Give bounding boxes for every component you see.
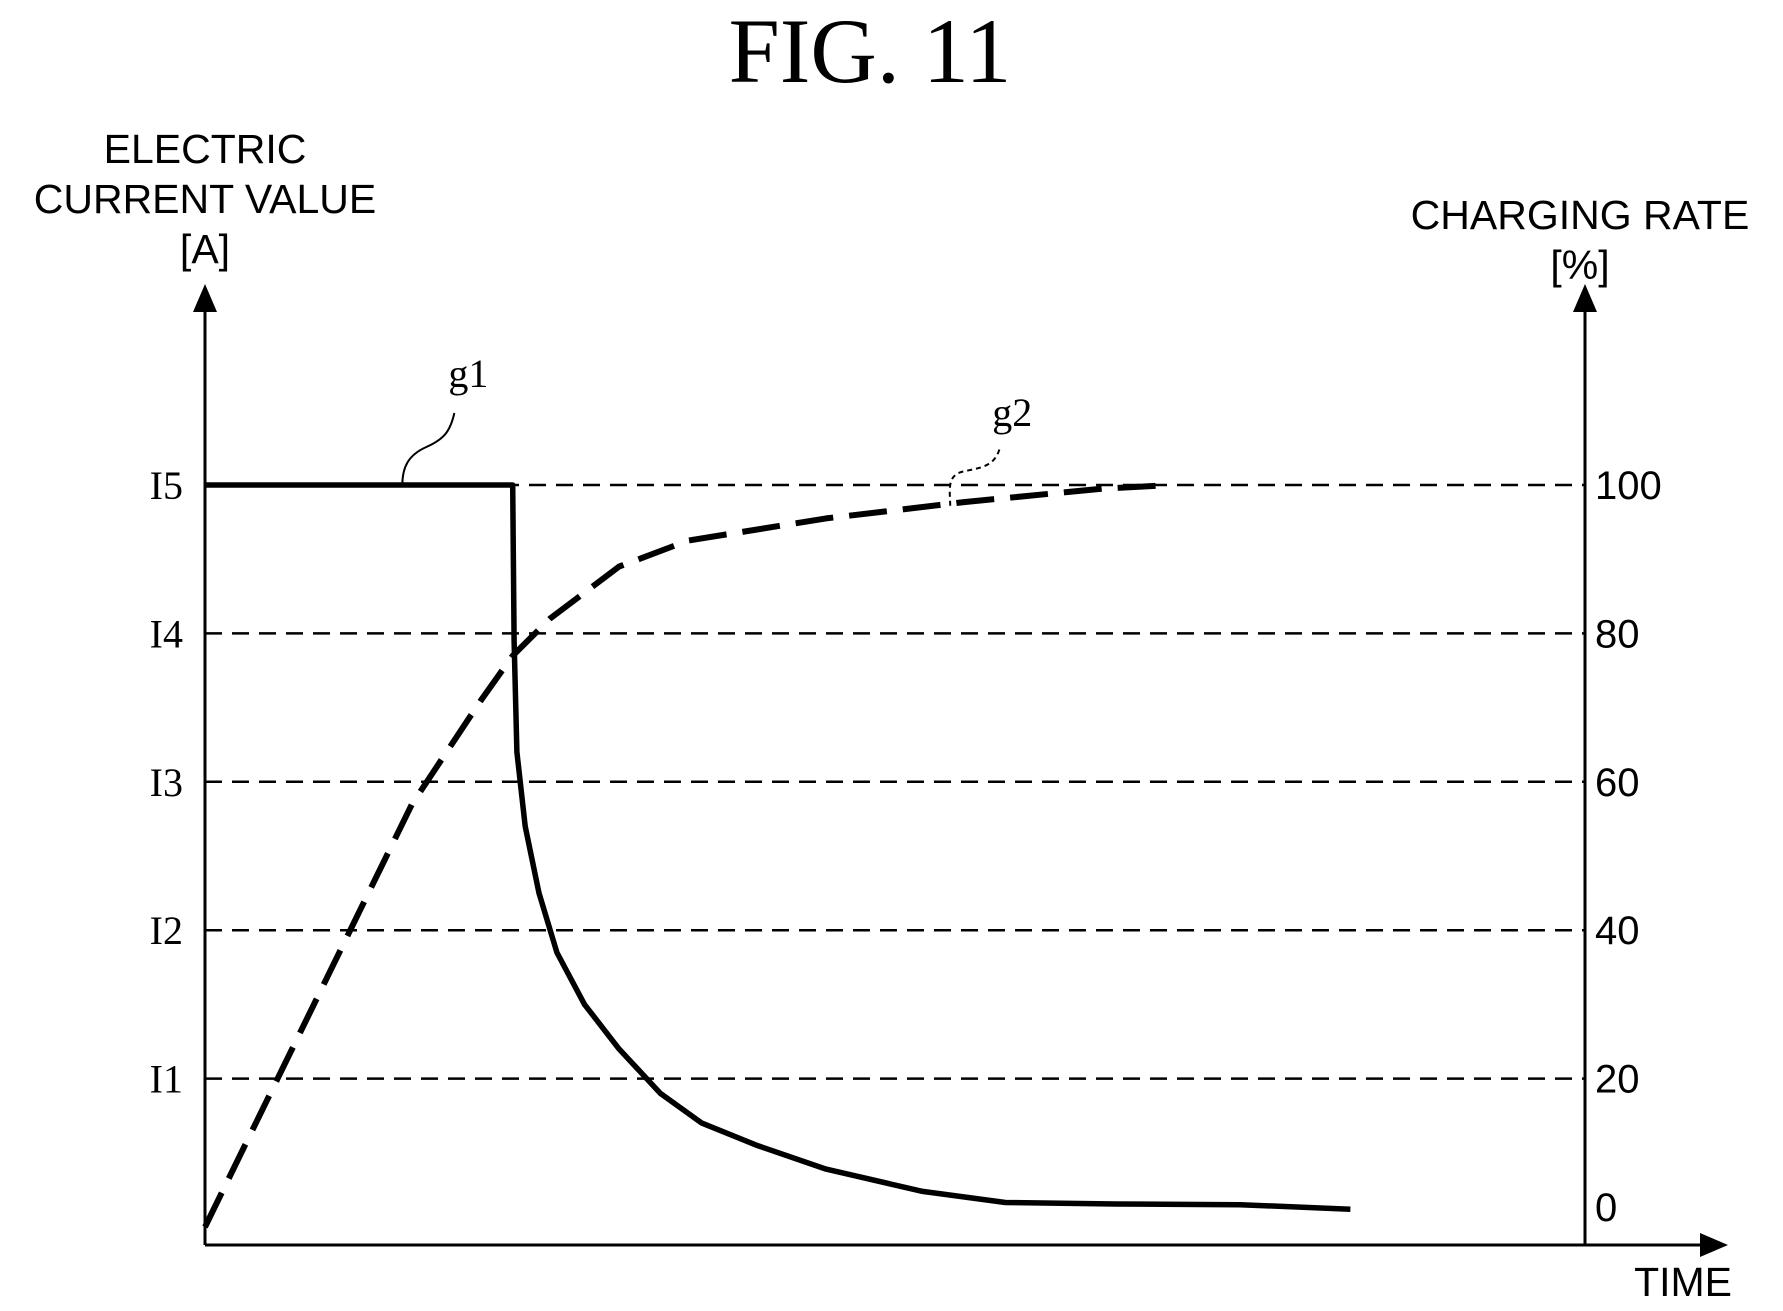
left-tick-I1: I1 bbox=[150, 1057, 183, 1102]
y-left-label-line-2: CURRENT VALUE bbox=[34, 176, 377, 222]
figure-title: FIG. 11 bbox=[729, 0, 1012, 102]
left-tick-I5: I5 bbox=[150, 463, 183, 508]
right-tick-0: 0 bbox=[1595, 1186, 1617, 1230]
right-tick-100: 100 bbox=[1595, 464, 1662, 508]
right-ticks: 0 20 40 60 80 100 bbox=[1595, 464, 1662, 1230]
left-axis-arrow bbox=[193, 284, 217, 312]
y-left-label-line-3: [A] bbox=[180, 226, 230, 272]
y-left-label-line-1: ELECTRIC bbox=[104, 126, 307, 172]
left-tick-I2: I2 bbox=[150, 908, 183, 953]
series-lines bbox=[205, 485, 1350, 1227]
right-tick-80: 80 bbox=[1595, 612, 1640, 656]
leader-g1 bbox=[402, 413, 454, 485]
gridlines bbox=[205, 485, 1585, 1079]
right-tick-60: 60 bbox=[1595, 761, 1640, 805]
y-right-label-line-2: [%] bbox=[1550, 242, 1609, 288]
series-label-g1: g1 bbox=[448, 351, 488, 396]
right-tick-20: 20 bbox=[1595, 1058, 1640, 1102]
x-axis-label: TIME bbox=[1634, 1259, 1732, 1305]
x-axis-arrow bbox=[1700, 1233, 1728, 1257]
series-label-g2: g2 bbox=[992, 390, 1032, 435]
left-tick-I3: I3 bbox=[150, 760, 183, 805]
axes bbox=[193, 284, 1728, 1257]
left-ticks: I1 I2 I3 I4 I5 bbox=[150, 463, 183, 1102]
right-tick-40: 40 bbox=[1595, 909, 1640, 953]
series-line-g1 bbox=[205, 485, 1350, 1209]
left-tick-I4: I4 bbox=[150, 611, 183, 656]
y-right-label-line-1: CHARGING RATE bbox=[1411, 192, 1750, 238]
right-axis-arrow bbox=[1573, 284, 1597, 312]
